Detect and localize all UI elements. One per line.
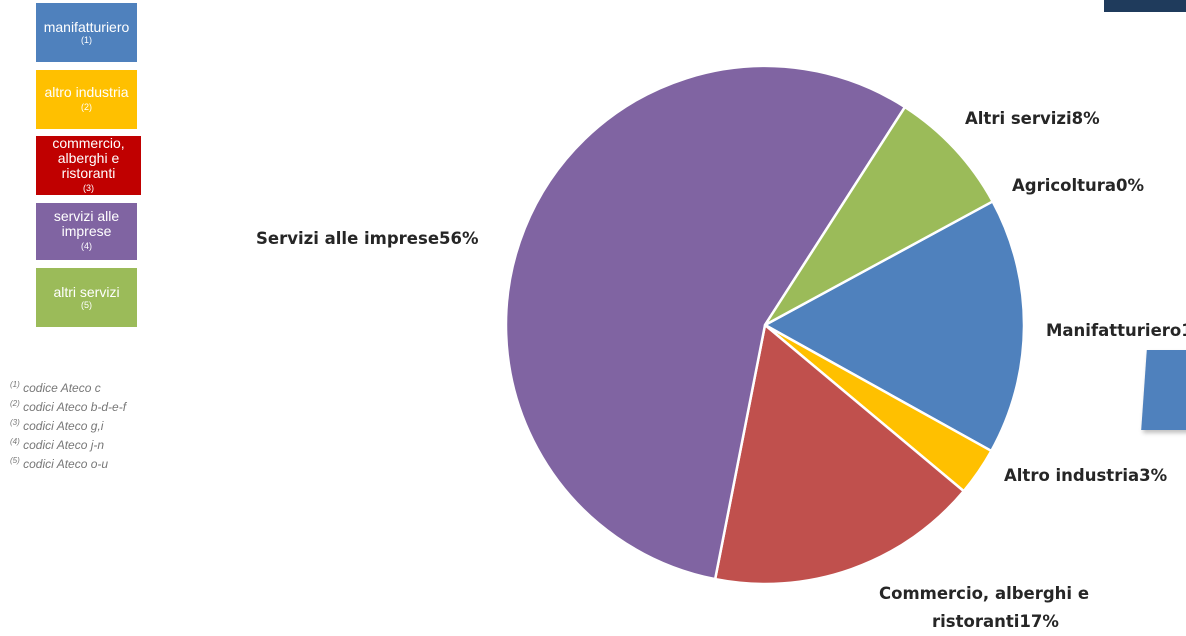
- pie-slice-servizi-alle-imprese: [504, 64, 907, 581]
- label-servizi-imprese: Servizi alle imprese56%: [256, 229, 479, 248]
- legend-label: servizi alle imprese: [53, 208, 120, 239]
- label-manifatturiero: Manifatturiero16%: [1046, 321, 1186, 340]
- pie-slices: [504, 64, 1026, 586]
- legend-label: commercio, alberghi e ristoranti: [52, 134, 125, 181]
- label-altri-servizi: Altri servizi8%: [965, 109, 1100, 128]
- label-altro-industria: Altro industria3%: [1004, 466, 1168, 485]
- legend-item-altri-servizi: altri servizi (5): [36, 268, 137, 327]
- legend-note: (3): [83, 182, 94, 193]
- footnotes: (1) codice Ateco c (2) codici Ateco b-d-…: [10, 377, 126, 472]
- legend-label: altri servizi: [53, 283, 120, 300]
- legend-note: (1): [81, 34, 92, 45]
- legend-item-commercio: commercio, alberghi e ristoranti (3): [36, 134, 141, 195]
- label-commercio-line1: Commercio, alberghi e: [879, 584, 1089, 603]
- label-commercio-line2: ristoranti17%: [932, 612, 1059, 631]
- legend-label: altro industria: [44, 83, 129, 100]
- pie-slice-altri-servizi: [763, 105, 994, 327]
- legend-note: (4): [81, 241, 92, 251]
- corner-decoration: [1104, 0, 1186, 12]
- legend-item-manifatturiero: manifatturiero (1): [36, 3, 137, 62]
- legend-label: manifatturiero: [43, 18, 130, 35]
- footnote-1: (1) codice Ateco c: [10, 380, 101, 395]
- pie-slice-commercio-alberghi-e-ristoranti: [713, 323, 965, 586]
- footnote-3: (3) codici Ateco g,i: [10, 418, 104, 433]
- legend-item-servizi-imprese: servizi alle imprese (4): [36, 203, 137, 260]
- legend-note: (2): [81, 101, 92, 112]
- footnote-5: (5) codici Ateco o-u: [10, 456, 109, 471]
- footnote-4: (4) codici Ateco j-n: [10, 437, 105, 452]
- label-agricoltura: Agricoltura0%: [1012, 176, 1145, 195]
- footnote-2: (2) codici Ateco b-d-e-f: [10, 399, 127, 414]
- legend-item-altro-industria: altro industria (2): [36, 70, 137, 129]
- pie-slice-manifatturiero: [763, 200, 1026, 453]
- legend-note: (5): [81, 299, 92, 310]
